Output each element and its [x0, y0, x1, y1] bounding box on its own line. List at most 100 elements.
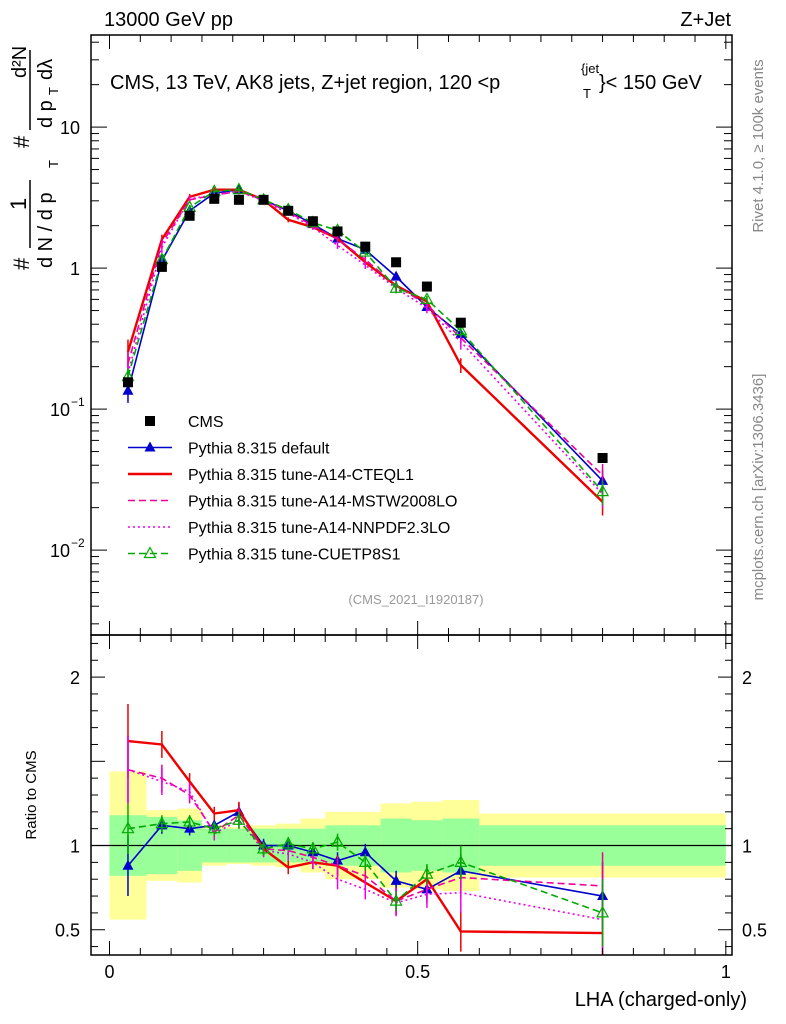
ylabel-dpt-t: T	[46, 87, 61, 95]
cms-data-point	[455, 317, 466, 328]
cms-data-point	[391, 257, 402, 268]
ratio-marker	[331, 834, 345, 847]
cms-data-point	[597, 453, 608, 464]
x-tick-label: 0	[104, 962, 114, 982]
ratio-marker	[454, 855, 468, 867]
header-left: 13000 GeV pp	[104, 9, 233, 31]
y-tick-exponent: −2	[71, 536, 85, 550]
xlabel: LHA (charged-only)	[575, 989, 747, 1011]
y-tick-label: 10	[50, 541, 70, 561]
cms-data-point	[283, 205, 294, 216]
title-sub: T	[583, 86, 591, 101]
legend-label: CMS	[188, 414, 224, 431]
main-ylabel: # 1 d N / d p T # d²N d p T dλ	[6, 46, 61, 270]
y-tick-label: 10	[60, 118, 80, 138]
series-line	[126, 188, 604, 503]
cms-data-point	[360, 241, 371, 252]
ratio-marker	[207, 821, 221, 834]
ratio-marker	[183, 814, 197, 827]
ratio-marker	[121, 821, 135, 834]
series-marker	[420, 292, 434, 304]
legend-entry: Pythia 8.315 tune-A14-NNPDF2.3LO	[128, 520, 450, 537]
series-marker	[122, 384, 134, 395]
ratio-tick-label-left: 2	[70, 668, 80, 688]
cms-data-point	[332, 226, 343, 237]
ratio-line	[127, 739, 603, 935]
ratio-tick-label-right: 2	[742, 668, 752, 688]
series-marker	[389, 280, 403, 293]
ratio-frame	[90, 634, 733, 956]
series-line	[127, 188, 604, 482]
legend-marker	[143, 546, 157, 559]
legend-entry: CMS	[145, 414, 224, 431]
mcplots-label: mcplots.cern.ch [arXiv:1306.3436]	[750, 374, 767, 601]
ratio-tick-label-left: 1	[70, 837, 80, 857]
header-right: Z+Jet	[680, 9, 731, 31]
y-tick-label: 10	[50, 400, 70, 420]
title-sup: {jet	[581, 61, 599, 76]
legend-label: Pythia 8.315 tune-A14-MSTW2008LO	[188, 494, 457, 511]
y-tick-label: 1	[70, 259, 80, 279]
ylabel-dlam: dλ	[35, 59, 57, 80]
series-marker	[454, 323, 468, 336]
legend-marker	[144, 441, 156, 452]
legend-swatch	[145, 416, 155, 426]
watermark: (CMS_2021_I1920187)	[348, 592, 483, 607]
ratio-marker	[122, 859, 134, 870]
ratio-marker	[359, 846, 371, 857]
legend-entry: Pythia 8.315 tune-CUETP8S1	[128, 546, 401, 564]
series-marker	[232, 182, 246, 195]
ratio-tick-label-right: 1	[742, 837, 752, 857]
ratio-line	[127, 810, 603, 897]
ratio-line	[127, 768, 603, 921]
series-line	[127, 188, 604, 493]
y-tick-exponent: −1	[71, 395, 85, 409]
title-end: }< 150 GeV	[599, 72, 703, 94]
cms-data-point	[184, 210, 195, 221]
x-tick-label: 0.5	[405, 962, 430, 982]
ratio-tick-label-left: 0.5	[55, 921, 80, 941]
ylabel-dpt: d p	[35, 100, 57, 128]
title-main: CMS, 13 TeV, AK8 jets, Z+jet region, 120…	[110, 72, 500, 94]
ratio-line	[127, 768, 603, 903]
legend-label: Pythia 8.315 default	[188, 441, 330, 458]
ylabel-hash: #	[9, 257, 34, 270]
legend-entry: Pythia 8.315 default	[128, 441, 330, 458]
ratio-marker	[257, 841, 271, 854]
ylabel-dn: d N / d p	[35, 192, 57, 268]
ratio-marker	[232, 813, 246, 825]
cms-data-point	[122, 377, 133, 388]
cms-data-point	[156, 261, 167, 272]
cms-data-point	[209, 193, 220, 204]
cms-data-point	[307, 216, 318, 227]
series-marker	[390, 270, 402, 281]
main-frame	[90, 34, 733, 636]
ratio-marker	[389, 893, 403, 906]
legend-label: Pythia 8.315 tune-A14-NNPDF2.3LO	[188, 520, 450, 537]
ratio-marker	[390, 874, 402, 885]
cms-data-point	[233, 194, 244, 205]
chart-title: CMS, 13 TeV, AK8 jets, Z+jet region, 120…	[110, 61, 703, 101]
ylabel-hash2: #	[9, 135, 34, 148]
ratio-marker	[306, 841, 320, 854]
rivet-label: Rivet 4.1.0, ≥ 100k events	[750, 59, 767, 232]
ratio-marker	[281, 836, 295, 849]
series-line	[127, 190, 604, 495]
cms-data-point	[258, 194, 269, 205]
legend-entry: Pythia 8.315 tune-A14-MSTW2008LO	[128, 494, 457, 511]
x-tick-label: 1	[721, 962, 731, 982]
ylabel-one: 1	[6, 198, 31, 210]
ratio-tick-label-right: 0.5	[742, 921, 767, 941]
legend-label: Pythia 8.315 tune-A14-CTEQL1	[188, 467, 414, 484]
series-marker	[596, 484, 610, 497]
ylabel-d2n: d²N	[9, 46, 31, 78]
ratio-marker	[420, 866, 434, 879]
ratio-marker	[358, 855, 372, 867]
legend-label: Pythia 8.315 tune-CUETP8S1	[188, 547, 401, 564]
ratio-marker	[155, 816, 169, 829]
ratio-marker	[596, 905, 610, 918]
cms-data-point	[421, 281, 432, 292]
ylabel-t: T	[46, 160, 61, 168]
ratio-ylabel: Ratio to CMS	[23, 750, 40, 839]
